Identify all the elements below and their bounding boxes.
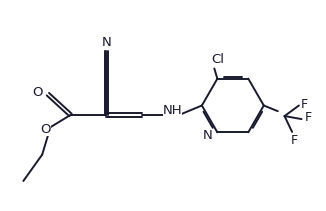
Text: O: O: [40, 123, 51, 136]
Text: F: F: [290, 134, 298, 147]
Text: F: F: [305, 111, 312, 124]
Text: O: O: [32, 86, 43, 99]
Text: NH: NH: [163, 104, 182, 117]
Text: F: F: [301, 98, 308, 111]
Text: N: N: [101, 36, 111, 49]
Text: Cl: Cl: [211, 53, 224, 66]
Text: N: N: [202, 129, 212, 142]
